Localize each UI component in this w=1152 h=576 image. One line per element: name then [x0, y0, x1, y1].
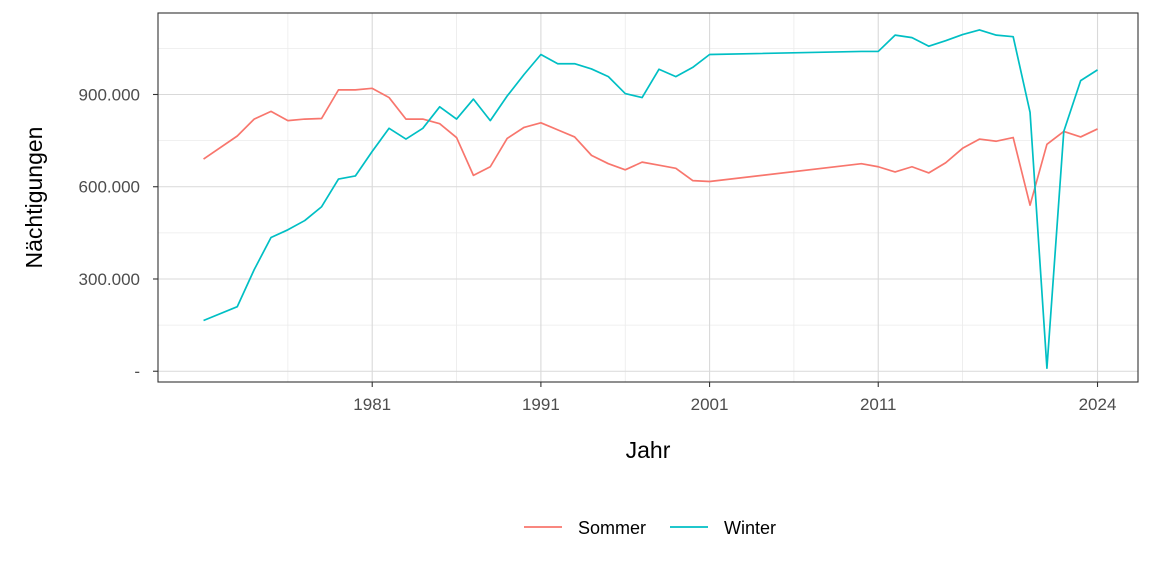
- plot-panel-border: [157, 12, 1139, 383]
- x-tick-label: 1981: [353, 395, 391, 414]
- x-tick-label: 2011: [860, 395, 897, 414]
- legend-item-winter: Winter: [670, 518, 776, 538]
- series-line-winter: [203, 29, 1098, 370]
- legend-label-winter: Winter: [724, 518, 776, 538]
- x-tick-labels: 1981 1991 2001 2011 2024: [353, 395, 1116, 414]
- y-tick-label: 600.000: [79, 178, 140, 197]
- axis-ticks: [153, 93, 1099, 387]
- legend-label-sommer: Sommer: [578, 518, 646, 538]
- legend-item-sommer: Sommer: [524, 518, 646, 538]
- y-axis-title: Nächtigungen: [21, 127, 47, 269]
- minor-gridlines: [158, 13, 1138, 382]
- y-tick-label: 300.000: [79, 270, 140, 289]
- y-tick-label: 900.000: [79, 85, 140, 104]
- x-tick-label: 2001: [691, 395, 729, 414]
- x-axis-title: Jahr: [626, 437, 671, 463]
- series-line-sommer: [203, 87, 1098, 207]
- legend: Sommer Winter: [524, 518, 776, 538]
- major-gridlines: [158, 13, 1138, 382]
- y-tick-labels: - 300.000 600.000 900.000: [79, 85, 140, 381]
- x-tick-label: 2024: [1079, 395, 1117, 414]
- y-tick-label: -: [134, 362, 140, 381]
- series-layer: [203, 29, 1098, 370]
- x-tick-label: 1991: [522, 395, 560, 414]
